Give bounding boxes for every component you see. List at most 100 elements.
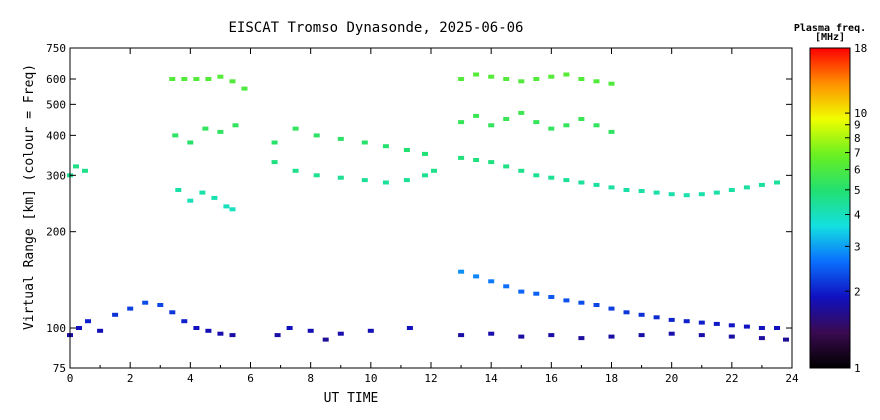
data-point bbox=[608, 334, 615, 339]
data-point bbox=[608, 81, 615, 86]
data-point bbox=[698, 333, 705, 338]
data-point bbox=[337, 331, 344, 336]
data-point bbox=[728, 188, 735, 192]
data-point bbox=[683, 193, 690, 198]
y-tick-label: 200 bbox=[46, 226, 66, 239]
data-point bbox=[82, 168, 88, 173]
data-point bbox=[713, 321, 720, 326]
data-point bbox=[743, 324, 750, 329]
series-8 bbox=[458, 72, 615, 86]
data-point bbox=[337, 175, 344, 180]
data-point bbox=[758, 326, 765, 330]
data-point bbox=[73, 164, 79, 169]
data-point bbox=[367, 328, 374, 333]
data-point bbox=[403, 148, 410, 152]
data-point bbox=[292, 168, 299, 173]
x-tick-label: 0 bbox=[67, 372, 74, 385]
series-0 bbox=[169, 74, 248, 91]
data-point bbox=[241, 86, 248, 91]
data-point bbox=[758, 336, 765, 341]
x-tick-label: 2 bbox=[127, 372, 134, 385]
series-10 bbox=[458, 155, 780, 198]
data-point bbox=[422, 173, 428, 178]
data-point bbox=[307, 328, 314, 333]
data-point bbox=[431, 168, 437, 173]
data-point bbox=[593, 79, 600, 84]
data-point bbox=[774, 180, 780, 185]
data-point bbox=[774, 326, 780, 330]
data-point bbox=[668, 331, 675, 336]
data-point bbox=[548, 333, 555, 338]
data-point bbox=[608, 185, 615, 190]
data-point bbox=[668, 317, 675, 322]
data-point bbox=[593, 123, 600, 128]
data-point bbox=[199, 190, 206, 195]
data-point bbox=[473, 72, 480, 77]
data-point bbox=[563, 72, 570, 77]
data-point bbox=[533, 291, 540, 296]
data-point bbox=[229, 79, 236, 84]
data-point bbox=[229, 207, 236, 212]
data-point bbox=[458, 120, 465, 125]
x-tick-label: 10 bbox=[364, 372, 377, 385]
y-tick-label: 600 bbox=[46, 73, 66, 86]
data-point bbox=[503, 164, 510, 169]
data-point bbox=[593, 303, 600, 307]
data-point bbox=[548, 175, 555, 180]
data-point bbox=[473, 113, 480, 118]
data-point bbox=[112, 312, 119, 317]
data-point bbox=[593, 182, 600, 187]
x-tick-label: 16 bbox=[545, 372, 558, 385]
colorbar-tick-label: 5 bbox=[854, 184, 861, 197]
data-point bbox=[187, 140, 194, 145]
data-point bbox=[85, 319, 91, 324]
data-point bbox=[286, 326, 293, 330]
data-point bbox=[169, 77, 176, 81]
data-point bbox=[518, 79, 525, 84]
data-point bbox=[175, 188, 182, 192]
data-point bbox=[181, 77, 188, 81]
colorbar-tick-label: 4 bbox=[854, 209, 861, 222]
colorbar-tick-label: 3 bbox=[854, 240, 861, 253]
data-point bbox=[97, 328, 104, 333]
data-point bbox=[638, 189, 645, 193]
data-point bbox=[217, 129, 224, 134]
data-point bbox=[698, 320, 705, 325]
colorbar-tick-label: 10 bbox=[854, 107, 867, 120]
data-point bbox=[728, 323, 735, 328]
data-point bbox=[563, 178, 570, 183]
data-point bbox=[488, 160, 495, 165]
data-point bbox=[578, 336, 585, 341]
data-point bbox=[229, 333, 236, 338]
data-point bbox=[578, 180, 585, 185]
y-axis: 75 100 200 300 400 500 600 750 bbox=[46, 42, 792, 375]
data-point bbox=[382, 180, 389, 185]
colorbar-gradient bbox=[809, 47, 851, 369]
data-point bbox=[518, 110, 525, 115]
plot-area bbox=[67, 72, 789, 342]
data-point bbox=[563, 298, 570, 303]
y-tick-label: 750 bbox=[46, 42, 66, 55]
data-point bbox=[608, 129, 615, 134]
data-point bbox=[422, 151, 428, 156]
data-point bbox=[503, 77, 510, 81]
data-point bbox=[503, 117, 510, 121]
data-point bbox=[292, 126, 299, 131]
data-point bbox=[518, 334, 525, 339]
colorbar-tick-label: 1 bbox=[854, 362, 861, 375]
x-tick-label: 14 bbox=[485, 372, 499, 385]
series-9 bbox=[458, 110, 615, 134]
data-point bbox=[488, 74, 495, 79]
data-point bbox=[193, 326, 200, 330]
data-point bbox=[783, 337, 789, 342]
data-point bbox=[743, 185, 750, 190]
data-point bbox=[458, 269, 465, 274]
data-point bbox=[458, 333, 465, 338]
x-axis-label: UT TIME bbox=[324, 391, 379, 406]
chart-title: EISCAT Tromso Dynasonde, 2025-06-06 bbox=[228, 20, 523, 36]
data-point bbox=[533, 120, 540, 125]
data-point bbox=[232, 123, 239, 128]
data-point bbox=[76, 326, 82, 330]
